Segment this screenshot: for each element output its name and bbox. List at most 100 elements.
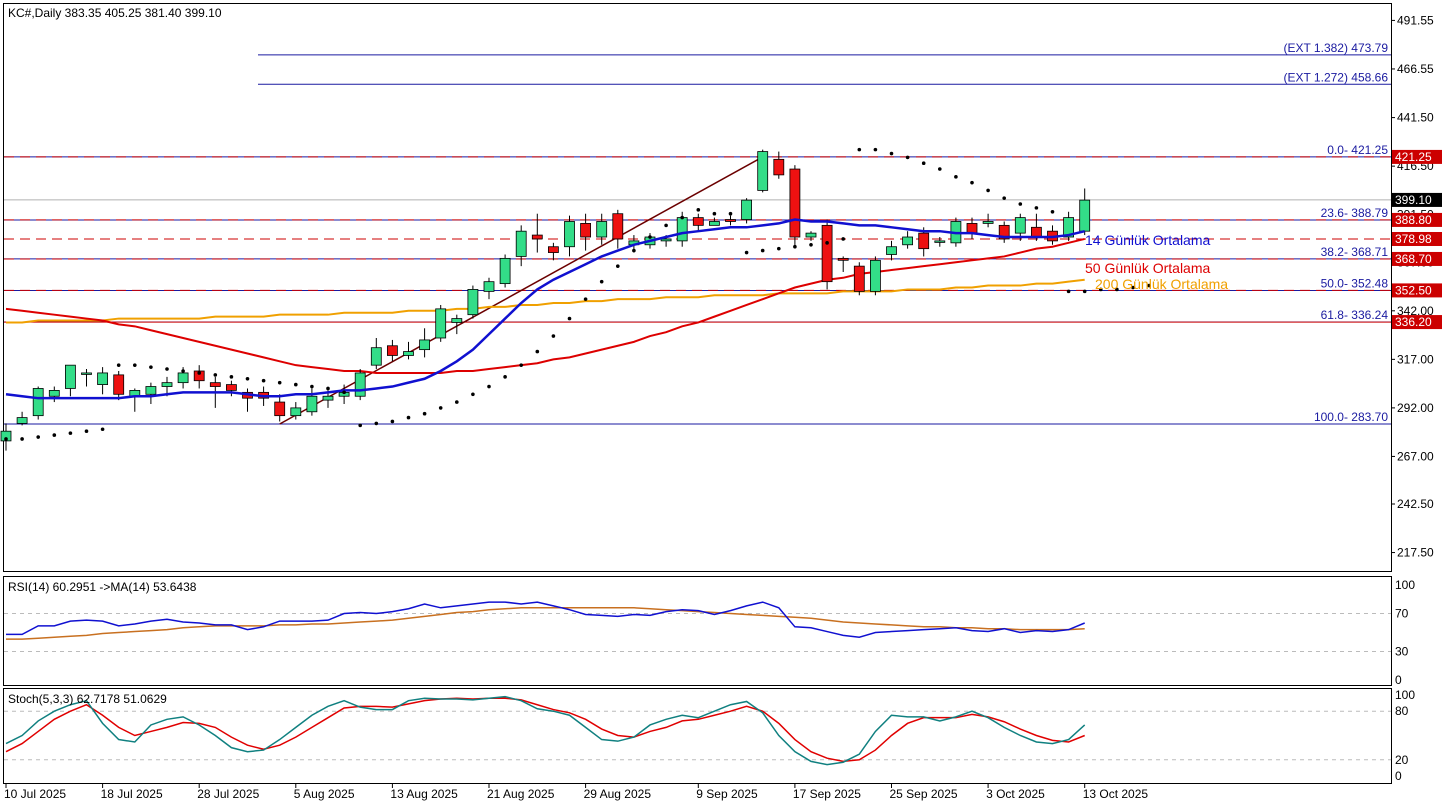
sar-dot [632, 248, 636, 253]
sar-dot [648, 235, 652, 239]
sar-dot [20, 437, 24, 441]
stoch-k-line [5, 695, 1086, 766]
candle-bearish [821, 224, 833, 283]
sar-dot [4, 437, 8, 441]
ma200-label: 200 Günlük Ortalama [1095, 276, 1228, 292]
candles [0, 149, 1091, 451]
candle-bullish [741, 199, 752, 220]
y-tick-label: 342.00 [1397, 304, 1434, 318]
rsi-level-label: 30 [1395, 645, 1409, 659]
price-badge-label: 421.25 [1395, 150, 1432, 164]
sar-dot [905, 155, 910, 160]
candle-bearish [612, 213, 624, 240]
y-tick-label: 292.00 [1397, 401, 1434, 415]
price-badge [1392, 231, 1442, 246]
sar-dot [294, 382, 298, 387]
sar-dot [358, 423, 363, 428]
candle-bullish [419, 339, 431, 351]
x-tick-label: 3 Oct 2025 [986, 787, 1045, 801]
sar-dot [1018, 202, 1023, 206]
candle-bearish [531, 234, 543, 240]
candle-bullish [1014, 217, 1026, 234]
x-tick-label: 10 Jul 2025 [4, 787, 66, 801]
candle-bearish [193, 370, 205, 382]
fib-level-label: 50.0- 352.48 [1321, 276, 1389, 290]
candle-bullish [757, 151, 769, 191]
candle-bullish [676, 217, 688, 242]
sar-dot [793, 244, 797, 249]
sar-dot [599, 279, 604, 284]
rsi-level-label: 70 [1395, 607, 1409, 621]
x-tick-label: 9 Sep 2025 [696, 787, 758, 801]
fib-level-label: (EXT 1.272) 458.66 [1283, 70, 1388, 84]
sar-dot [760, 248, 765, 253]
sar-dot [116, 363, 121, 367]
candle-bearish [966, 223, 978, 234]
sar-dot [889, 151, 894, 156]
rsi-ma-line [6, 607, 1085, 640]
candle-bullish [499, 257, 511, 285]
price-panel[interactable]: 491.55466.55441.50416.50391.50367.00342.… [0, 3, 1442, 572]
sar-dot [68, 431, 73, 435]
candle-bearish [789, 168, 801, 238]
sar-dot [406, 415, 411, 420]
price-badge [1392, 283, 1442, 298]
candle-bullish [322, 395, 334, 401]
price-badge-label: 378.98 [1395, 232, 1432, 246]
sar-dot [390, 419, 395, 424]
x-axis: 10 Jul 2025 18 Jul 2025 28 Jul 2025 5 Aug 2… [4, 784, 1148, 801]
rsi-levels: 100 70 30 0 [4, 578, 1415, 687]
fib-level-label: 23.6- 388.79 [1321, 206, 1389, 220]
sar-dot [52, 433, 57, 437]
candle-bullish [435, 308, 447, 339]
ma50-label: 50 Günlük Ortalama [1085, 260, 1210, 276]
stoch-level-label: 0 [1395, 769, 1402, 783]
candle-bullish [870, 259, 881, 292]
sar-dot [1002, 196, 1006, 200]
sar-dot [616, 264, 620, 268]
candle-bearish [274, 401, 286, 417]
sar-dot [471, 392, 475, 397]
price-axis-badges: 421.25 388.80 378.98 368.70 352.50 336.20 399.… [1392, 149, 1442, 330]
stoch-panel[interactable]: 100 80 20 0 Stoch(5,3,3) 62.7178 51.0629 [3, 688, 1416, 784]
sar-dot [1131, 285, 1135, 290]
candle-bullish [902, 236, 913, 246]
x-tick-label: 25 Sep 2025 [890, 787, 958, 801]
candle-bullish [805, 232, 817, 238]
sar-dot [165, 367, 169, 371]
sar-dot [841, 237, 845, 241]
candle-bullish [467, 289, 479, 316]
fib-level-label: 61.8- 336.24 [1321, 308, 1389, 322]
price-panel-frame [3, 3, 1392, 572]
sar-dot [970, 180, 974, 185]
sar-dot [197, 371, 201, 375]
x-tick-label: 29 Aug 2025 [584, 787, 652, 801]
sar-dot [712, 211, 717, 216]
sar-dot [503, 375, 507, 379]
sar-dot [487, 384, 491, 389]
candle-bullish [97, 372, 108, 385]
x-tick-label: 21 Aug 2025 [487, 787, 555, 801]
candle-bullish [0, 430, 12, 442]
last-price-badge [1392, 192, 1442, 207]
sar-dot [1066, 289, 1071, 294]
candle-bullish [1063, 217, 1074, 238]
candle-bullish [451, 318, 463, 323]
rsi-panel[interactable]: 100 70 30 0 RSI(14) 60.2951 ->MA(14) 53.643… [3, 576, 1416, 688]
sar-dot [1147, 283, 1151, 288]
candle-bullish [65, 364, 76, 389]
sar-dot [986, 188, 990, 193]
candle-bearish [692, 217, 704, 226]
sar-dot [1099, 287, 1103, 292]
candle-bearish [918, 232, 930, 250]
candle-bullish [982, 221, 994, 224]
rsi-title: RSI(14) 60.2951 ->MA(14) 53.6438 [8, 580, 197, 594]
x-tick-label: 13 Oct 2025 [1083, 787, 1149, 801]
candle-bearish [853, 265, 865, 292]
sar-dot [728, 211, 733, 216]
candle-bearish [225, 384, 237, 391]
sar-dot [84, 429, 89, 433]
candle-bearish [837, 257, 849, 261]
sar-dot [1082, 289, 1087, 294]
